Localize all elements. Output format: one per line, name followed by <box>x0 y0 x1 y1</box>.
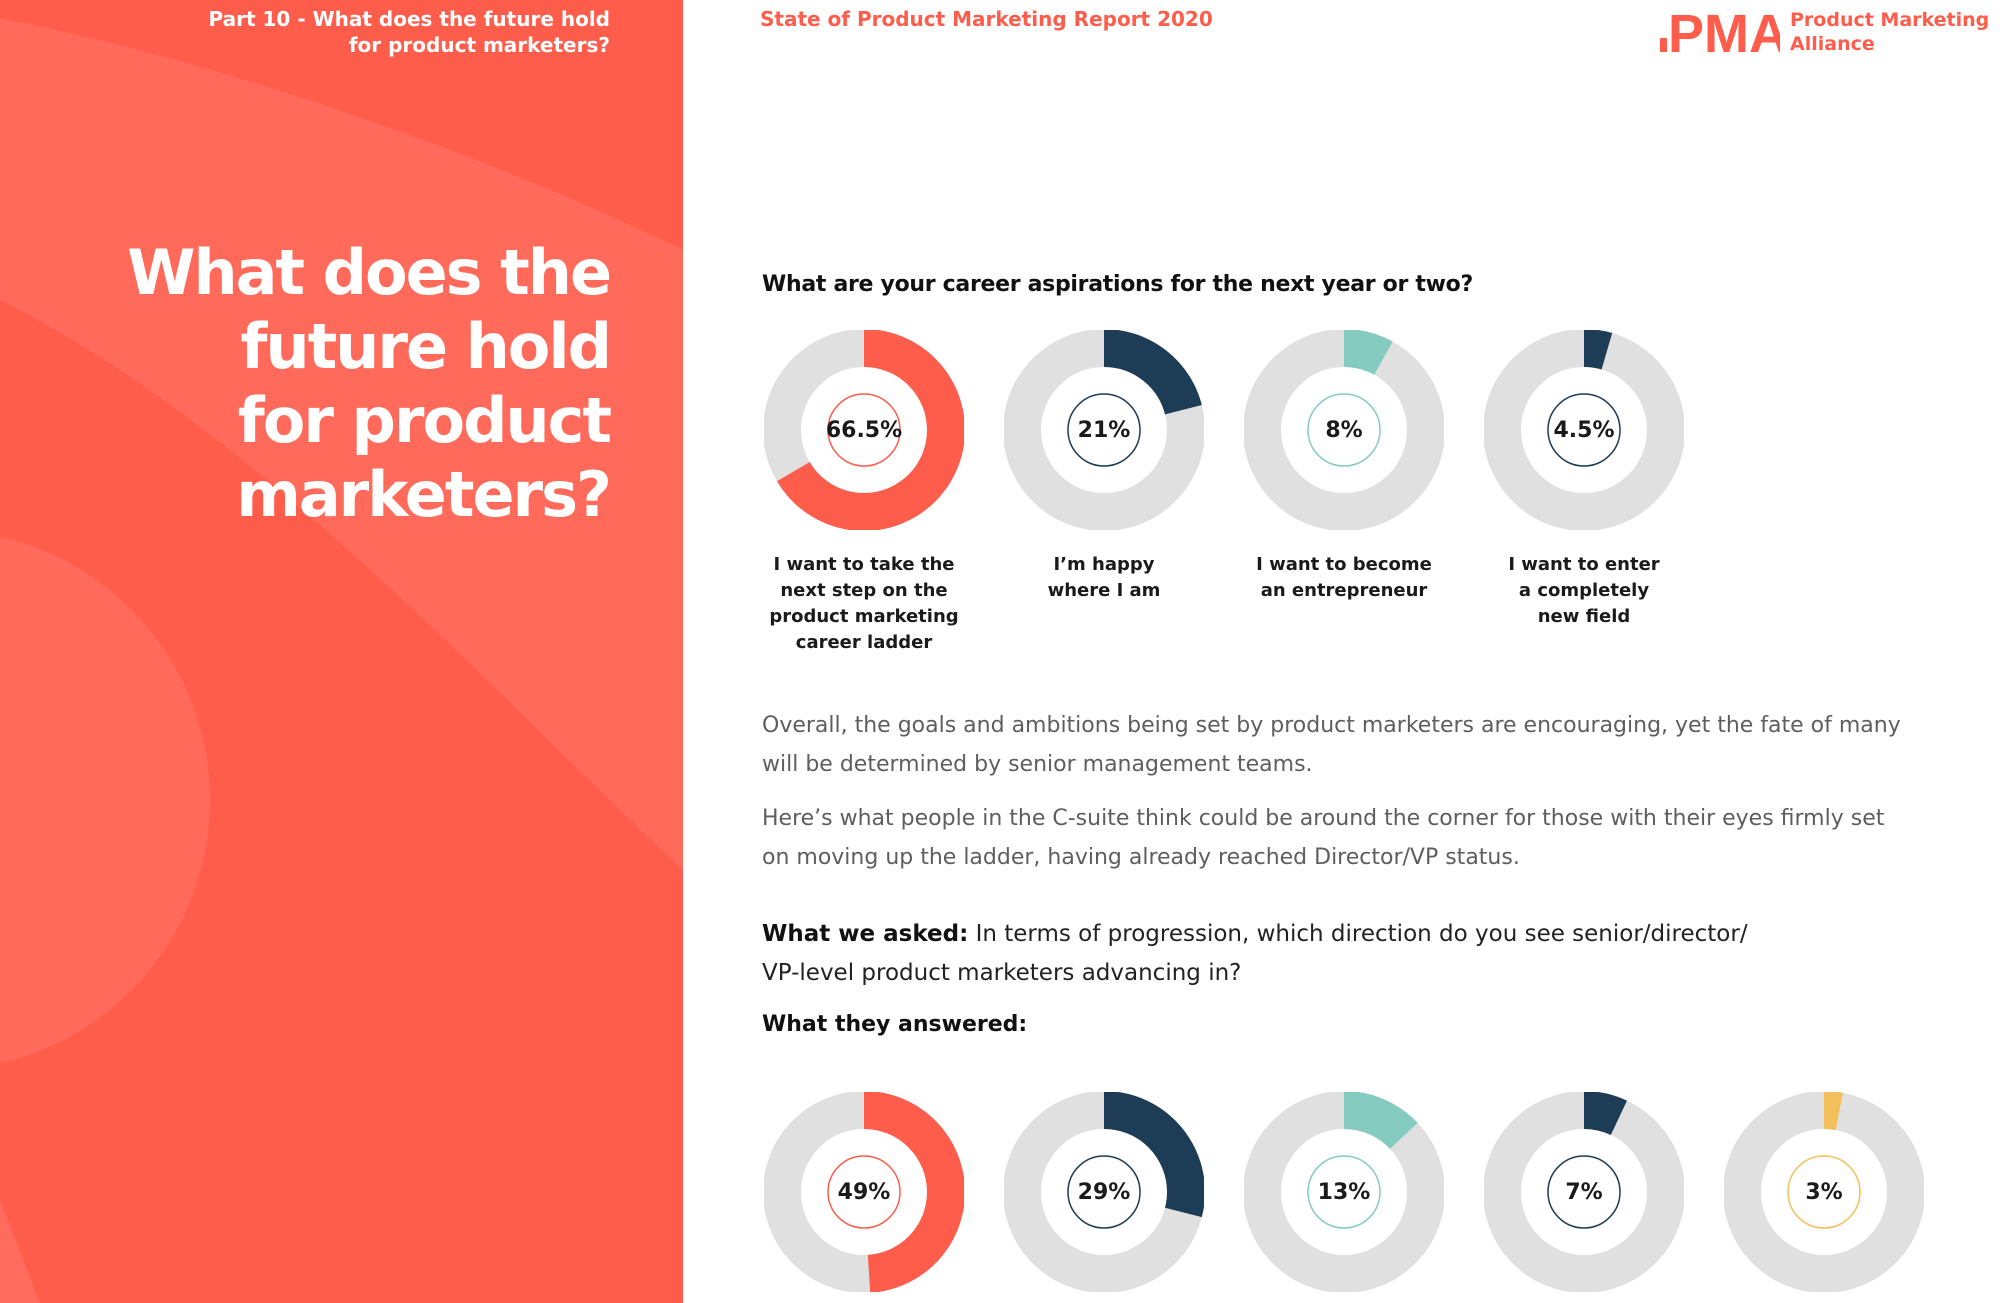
donut-slice <box>1724 1092 1924 1292</box>
donut-chart: 4.5% <box>1484 330 1684 530</box>
donut-center-ring <box>1067 393 1141 467</box>
logo-text: PMA <box>1668 8 1780 54</box>
donut-percent-label: 29% <box>1077 1179 1131 1205</box>
brand-name-line: Alliance <box>1790 33 1875 55</box>
hero-title-line: future hold <box>240 310 612 383</box>
donut-slice <box>1004 330 1204 530</box>
what-they-answered-heading: What they answered: <box>762 1012 1028 1037</box>
donut-chart: 29% <box>1004 1092 1204 1292</box>
section-cover-panel: Part 10 - What does the future hold for … <box>0 0 683 1303</box>
donut-slice <box>1244 330 1444 530</box>
donut-center-ring <box>1307 393 1381 467</box>
asked-label: What we asked: <box>762 921 969 947</box>
donut-category-label-line: next step on the <box>780 580 948 601</box>
donut-center-ring <box>1787 1155 1861 1229</box>
donut-center-ring <box>1547 1155 1621 1229</box>
brand-name-line: Product Marketing <box>1790 9 1990 31</box>
donut-category-label-line: new field <box>1537 606 1631 627</box>
donut-chart: 7% <box>1484 1092 1684 1292</box>
donut-percent-label: 7% <box>1565 1179 1603 1205</box>
part-label-line: Part 10 - What does the future hold <box>208 7 610 31</box>
donut-center-ring <box>1067 1155 1141 1229</box>
donut-category-label-line: a completely <box>1518 580 1650 601</box>
hero-title: What does the future hold for product ma… <box>10 236 612 532</box>
donut-category-label-line: career ladder <box>795 632 933 653</box>
donut-center-ring <box>1307 1155 1381 1229</box>
donut-slice <box>1484 330 1684 530</box>
donut-category-label-line: I want to take the <box>773 554 955 575</box>
part-label: Part 10 - What does the future hold for … <box>130 6 610 58</box>
body-paragraph: Overall, the goals and ambitions being s… <box>762 713 1901 777</box>
donut-category-label: I want to take the next step on the produc… <box>744 552 984 656</box>
donut-percent-label: 66.5% <box>825 417 903 443</box>
decorative-background-shapes <box>0 18 683 1303</box>
donut-category-label: I want to become an entrepreneur <box>1224 552 1464 604</box>
donut-percent-label: 8% <box>1325 417 1363 443</box>
donut-chart: 8% <box>1244 330 1444 530</box>
hero-title-line: for product <box>237 384 612 457</box>
donut-center-ring <box>827 1155 901 1229</box>
donut-slice <box>1484 1092 1684 1292</box>
donut-category-label-line: product marketing <box>769 606 959 627</box>
donut-center-ring <box>1547 393 1621 467</box>
donut-percent-label: 4.5% <box>1553 417 1615 443</box>
donut-percent-label: 21% <box>1077 417 1131 443</box>
donut-category-label: I’m happy where I am <box>984 552 1224 604</box>
donut-chart: 66.5% <box>764 330 964 530</box>
part-label-line: for product marketers? <box>348 33 610 57</box>
donut-percent-label: 3% <box>1805 1179 1843 1205</box>
brand-name: Product Marketing Alliance <box>1790 8 2000 56</box>
donut-category-label-line: where I am <box>1047 580 1161 601</box>
hero-title-line: What does the <box>127 236 612 309</box>
donut-chart: 13% <box>1244 1092 1444 1292</box>
donut-percent-label: 49% <box>837 1179 891 1205</box>
report-title: State of Product Marketing Report 2020 <box>760 7 1213 31</box>
donut-percent-label: 13% <box>1317 1179 1371 1205</box>
donut-chart: 21% <box>1004 330 1204 530</box>
question-heading: What are your career aspirations for the… <box>762 272 1473 297</box>
donut-slice <box>1004 1092 1204 1292</box>
hero-title-line: marketers? <box>236 458 612 531</box>
donut-category-label-line: I want to enter <box>1508 554 1660 575</box>
donut-chart: 49% <box>764 1092 964 1292</box>
donut-chart: 3% <box>1724 1092 1924 1292</box>
what-we-asked: What we asked: In terms of progression, … <box>762 915 1762 993</box>
donut-category-label-line: an entrepreneur <box>1260 580 1428 601</box>
donut-category-label: I want to enter a completely new field <box>1464 552 1704 630</box>
donut-slice <box>1244 1092 1444 1292</box>
donut-category-label-line: I want to become <box>1256 554 1432 575</box>
body-paragraph: Here’s what people in the C-suite think … <box>762 806 1885 870</box>
donut-center-ring <box>827 393 901 467</box>
pma-logo-icon: PMA <box>1660 8 1780 54</box>
donut-slice <box>764 330 964 530</box>
donut-slice <box>764 1092 964 1292</box>
donut-category-label-line: I’m happy <box>1053 554 1155 575</box>
asked-text: In terms of progression, which direction… <box>762 921 1748 986</box>
